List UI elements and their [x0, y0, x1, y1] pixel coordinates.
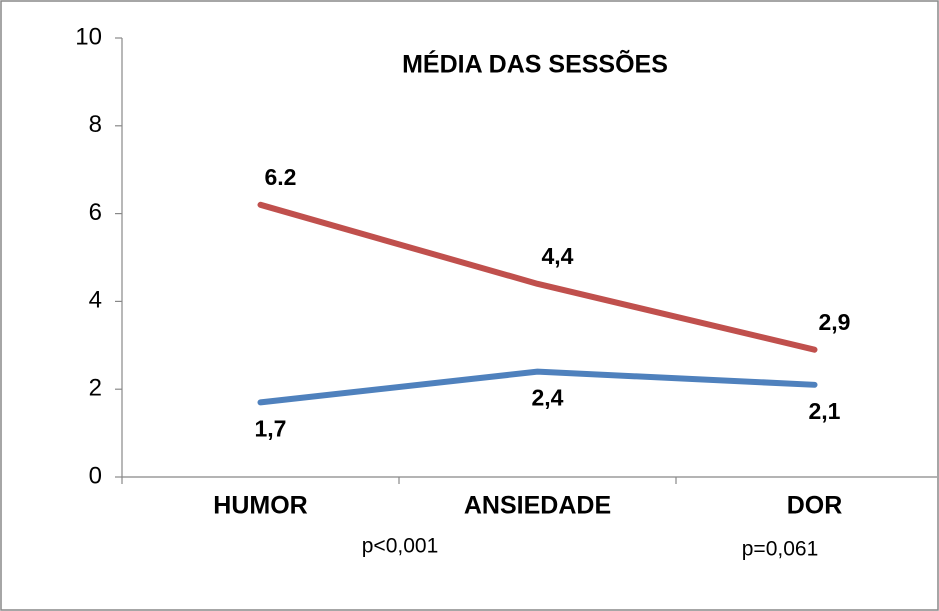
series-line — [257, 201, 818, 353]
annotation: p=0,061 — [742, 538, 819, 561]
data-label: 2,9 — [819, 309, 851, 335]
data-label: 6.2 — [265, 164, 297, 190]
x-tick-label: ANSIEDADE — [464, 492, 611, 520]
y-tick-label: 4 — [89, 287, 102, 314]
x-tick-label: HUMOR — [213, 492, 307, 520]
y-tick-label: 8 — [89, 111, 102, 138]
y-tick-label: 10 — [75, 23, 102, 50]
data-label: 2,1 — [809, 398, 841, 424]
data-label: 1,7 — [255, 415, 287, 441]
series-line — [257, 368, 818, 406]
chart-title: MÉDIA DAS SESSÕES — [402, 49, 668, 79]
x-tick-label: DOR — [787, 492, 843, 520]
annotation: p<0,001 — [362, 535, 439, 558]
data-label: 2,4 — [532, 385, 564, 411]
y-tick-label: 2 — [89, 375, 102, 402]
data-label: 4,4 — [542, 243, 574, 269]
y-tick-label: 0 — [89, 462, 102, 489]
y-tick-label: 6 — [89, 199, 102, 226]
